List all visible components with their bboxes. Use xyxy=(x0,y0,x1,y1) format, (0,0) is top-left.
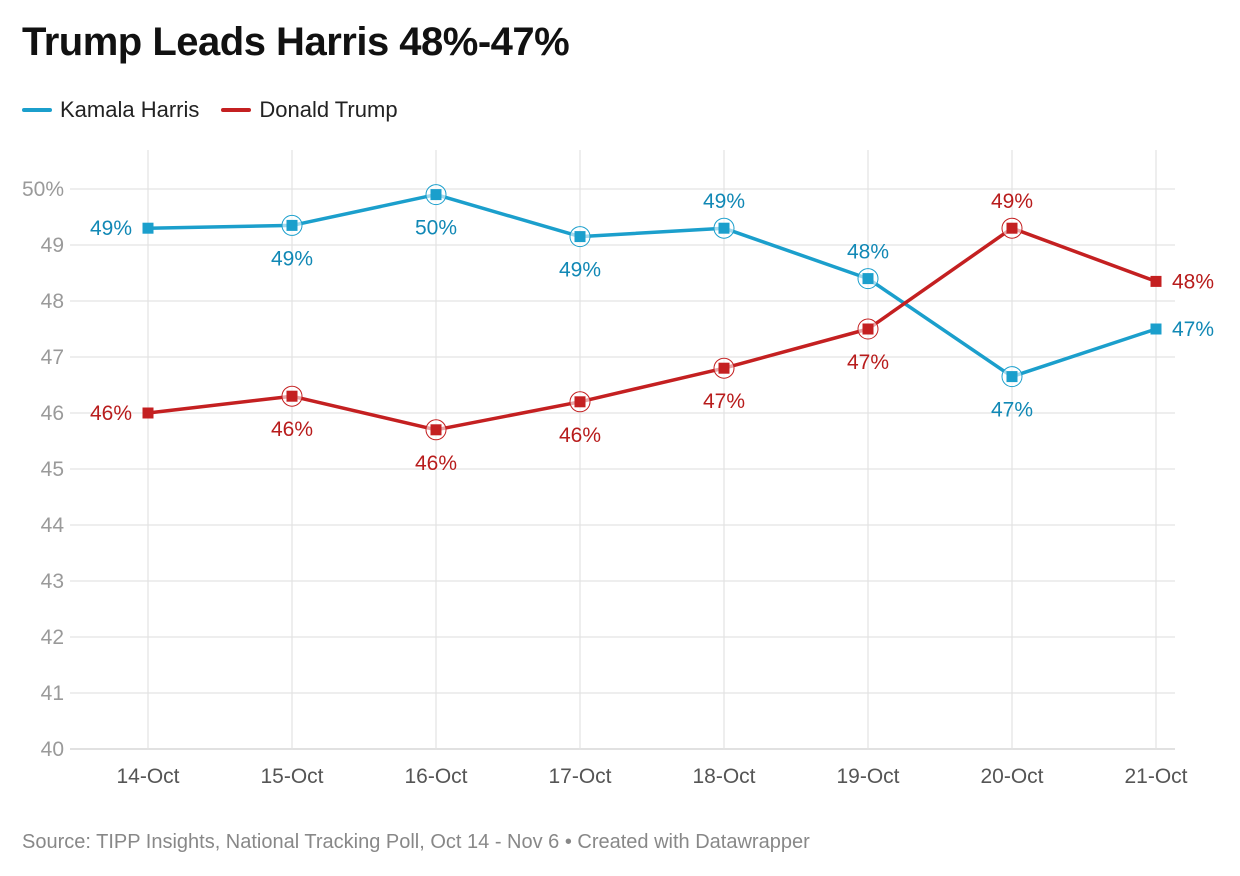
data-label: 48% xyxy=(847,241,889,264)
data-point xyxy=(574,231,586,243)
y-tick-label: 50% xyxy=(22,178,64,201)
y-tick-label: 44 xyxy=(41,514,65,537)
data-label: 49% xyxy=(90,217,132,240)
data-label: 47% xyxy=(991,399,1033,422)
x-tick-label: 16-Oct xyxy=(404,765,467,788)
legend-item-harris: Kamala Harris xyxy=(22,97,199,123)
data-label: 46% xyxy=(271,418,313,441)
data-point xyxy=(1150,275,1162,287)
y-tick-label: 49 xyxy=(41,234,64,257)
data-label: 50% xyxy=(415,217,457,240)
data-point xyxy=(718,222,730,234)
y-tick-label: 48 xyxy=(41,290,64,313)
y-tick-label: 45 xyxy=(41,458,64,481)
legend-swatch-harris xyxy=(22,108,52,112)
data-label: 46% xyxy=(90,402,132,425)
legend-item-trump: Donald Trump xyxy=(221,97,398,123)
data-label: 47% xyxy=(1172,318,1214,341)
data-point xyxy=(286,219,298,231)
legend-label-trump: Donald Trump xyxy=(259,97,398,122)
data-label: 49% xyxy=(271,247,313,270)
x-tick-label: 15-Oct xyxy=(260,765,323,788)
y-tick-label: 41 xyxy=(41,682,64,705)
legend-label-harris: Kamala Harris xyxy=(60,97,200,122)
series-line-1 xyxy=(146,226,1158,432)
data-label: 47% xyxy=(847,351,889,374)
data-label: 49% xyxy=(991,190,1033,213)
data-point xyxy=(862,273,874,285)
data-label: 49% xyxy=(703,190,745,213)
x-tick-label: 19-Oct xyxy=(836,765,899,788)
data-point xyxy=(1006,371,1018,383)
source-note: Source: TIPP Insights, National Tracking… xyxy=(22,831,810,853)
x-tick-label: 20-Oct xyxy=(980,765,1043,788)
data-point xyxy=(1006,222,1018,234)
data-point xyxy=(142,407,154,419)
series-line-0 xyxy=(146,192,1158,379)
x-tick-label: 21-Oct xyxy=(1124,765,1187,788)
data-point xyxy=(142,222,154,234)
data-point xyxy=(430,424,442,436)
data-point xyxy=(574,396,586,408)
y-tick-label: 47 xyxy=(41,346,64,369)
y-tick-label: 40 xyxy=(41,738,64,761)
legend-swatch-trump xyxy=(221,108,252,112)
y-tick-label: 42 xyxy=(41,626,64,649)
data-point xyxy=(1150,323,1162,335)
data-point xyxy=(430,189,442,201)
x-tick-label: 17-Oct xyxy=(548,765,611,788)
data-label: 49% xyxy=(559,259,601,282)
y-tick-label: 46 xyxy=(41,402,64,425)
data-point xyxy=(862,323,874,335)
y-tick-label: 43 xyxy=(41,570,64,593)
data-label: 48% xyxy=(1172,270,1214,293)
data-point xyxy=(718,362,730,374)
legend: Kamala Harris Donald Trump xyxy=(22,96,420,124)
x-tick-label: 14-Oct xyxy=(116,765,179,788)
x-tick-label: 18-Oct xyxy=(692,765,755,788)
data-point xyxy=(286,390,298,402)
data-label: 47% xyxy=(703,390,745,413)
chart-title: Trump Leads Harris 48%-47% xyxy=(22,20,570,64)
data-label: 46% xyxy=(559,424,601,447)
data-label: 46% xyxy=(415,452,457,475)
